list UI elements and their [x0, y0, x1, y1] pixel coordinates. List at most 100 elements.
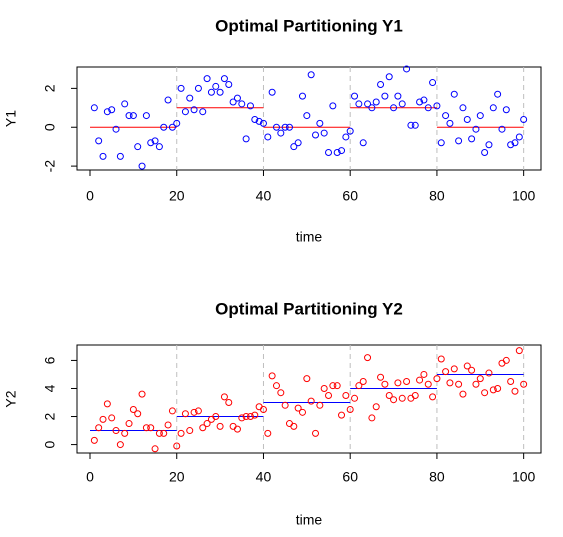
point [355, 382, 363, 390]
point [429, 393, 437, 401]
point [281, 123, 289, 131]
point [446, 119, 454, 127]
chart-title: Optimal Partitioning Y2 [215, 299, 403, 318]
y-tick-label: 0 [42, 440, 58, 448]
point [455, 380, 463, 388]
point [108, 106, 116, 114]
point [116, 441, 124, 449]
point [450, 365, 458, 373]
point [407, 121, 415, 129]
point [333, 382, 341, 390]
point [346, 127, 354, 135]
point [138, 390, 146, 398]
point [177, 429, 185, 437]
point [190, 408, 198, 416]
y-tick-label: 2 [42, 412, 58, 420]
point [312, 429, 320, 437]
point [212, 82, 220, 90]
point [463, 362, 471, 370]
point [372, 403, 380, 411]
point [155, 429, 163, 437]
point [238, 100, 246, 108]
point [99, 415, 107, 423]
point [351, 92, 359, 100]
point [333, 149, 341, 157]
point [390, 104, 398, 112]
point [255, 117, 263, 125]
point [90, 104, 98, 112]
point [259, 119, 267, 127]
point [472, 125, 480, 133]
point [390, 396, 398, 404]
point [511, 139, 519, 147]
point [142, 112, 150, 120]
point [199, 424, 207, 432]
point [498, 125, 506, 133]
point [481, 389, 489, 397]
point [216, 88, 224, 96]
point [242, 135, 250, 143]
point [99, 152, 107, 160]
point [285, 420, 293, 428]
point [520, 115, 528, 123]
point [177, 84, 185, 92]
point [429, 79, 437, 87]
point [116, 152, 124, 160]
point [442, 112, 450, 120]
point [203, 75, 211, 83]
point [134, 410, 142, 418]
point [112, 125, 120, 133]
point [338, 147, 346, 155]
point [498, 359, 506, 367]
point [364, 354, 372, 362]
x-tick-label: 100 [512, 188, 536, 204]
point [207, 88, 215, 96]
y-tick-label: 4 [42, 384, 58, 392]
point [476, 112, 484, 120]
x-tick-label: 80 [429, 469, 445, 485]
x-tick-label: 20 [169, 469, 185, 485]
point [368, 104, 376, 112]
point [168, 123, 176, 131]
point [121, 429, 129, 437]
point [121, 100, 129, 108]
point [277, 129, 285, 137]
point [220, 393, 228, 401]
point [173, 442, 181, 450]
point [294, 139, 302, 147]
x-tick-label: 40 [256, 469, 272, 485]
point [307, 397, 315, 405]
point [515, 347, 523, 355]
point [329, 102, 337, 110]
point [403, 65, 411, 73]
point [212, 413, 220, 421]
point [325, 149, 333, 157]
point [251, 115, 259, 123]
x-tick-label: 60 [342, 188, 358, 204]
point [272, 382, 280, 390]
point [342, 391, 350, 399]
point [207, 415, 215, 423]
y-axis-label: Y1 [3, 110, 19, 127]
point [472, 380, 480, 388]
point [377, 80, 385, 88]
point [424, 380, 432, 388]
point [229, 422, 237, 430]
point [411, 121, 419, 129]
point [246, 413, 254, 421]
point [298, 92, 306, 100]
point [173, 119, 181, 127]
point [420, 96, 428, 104]
point [381, 92, 389, 100]
point [320, 129, 328, 137]
point [489, 386, 497, 394]
point [394, 92, 402, 100]
point [476, 375, 484, 383]
point [90, 436, 98, 444]
point [129, 112, 137, 120]
point [294, 404, 302, 412]
point [403, 377, 411, 385]
point [164, 96, 172, 104]
point [264, 133, 272, 141]
point [385, 73, 393, 81]
